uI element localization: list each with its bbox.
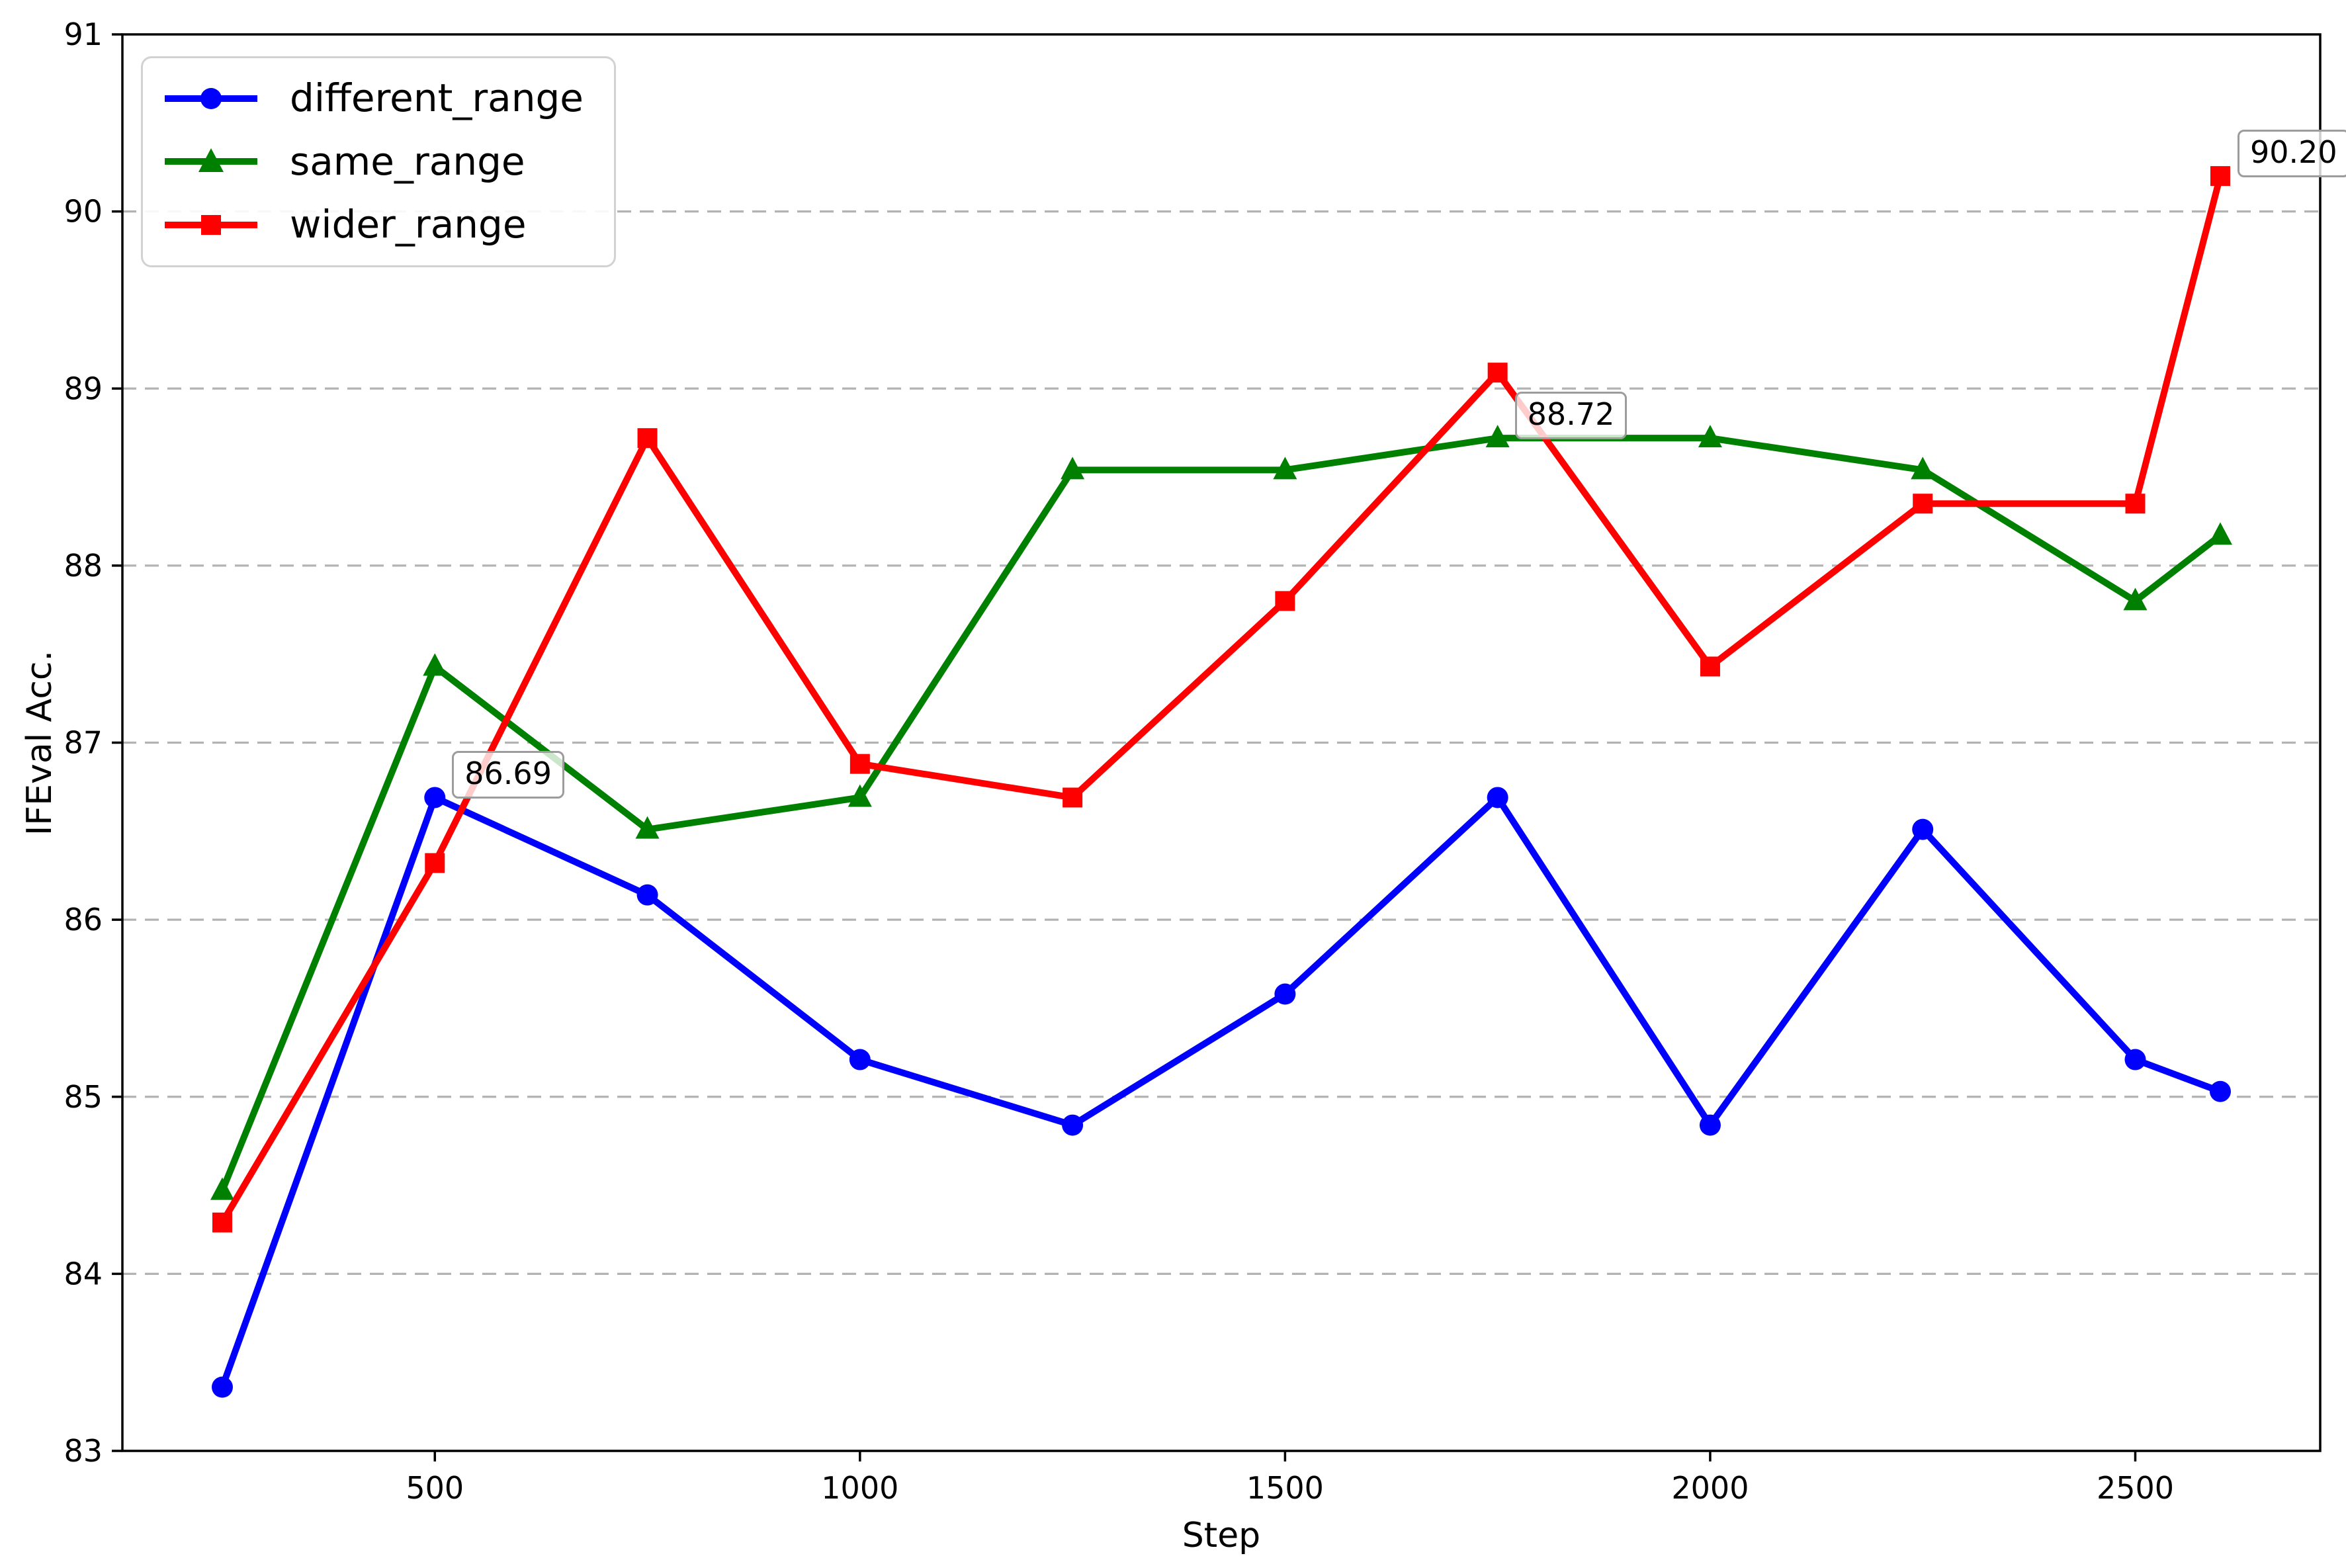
y-axis-label: IFEval Acc.: [20, 650, 60, 836]
data-point-circle: [2210, 1080, 2231, 1102]
data-point-circle: [424, 787, 446, 808]
y-tick-label: 86: [64, 902, 103, 937]
data-point-circle: [2124, 1049, 2146, 1070]
legend-label: wider_range: [290, 202, 527, 247]
data-point-square: [212, 1212, 232, 1233]
series-line-same_range: [219, 435, 2224, 1194]
y-tick-label: 90: [64, 194, 103, 230]
data-point-circle: [1912, 818, 1934, 840]
data-point-triangle: [1061, 457, 1085, 480]
y-tick-label: 85: [64, 1079, 103, 1115]
data-point-triangle: [2123, 588, 2148, 611]
data-point-triangle: [1485, 425, 1510, 448]
data-point-circle: [212, 1376, 233, 1398]
legend-marker-triangle-icon: [165, 148, 257, 173]
data-point-square: [1487, 363, 1508, 383]
x-tick-label: 1500: [1246, 1470, 1324, 1506]
series-line-different_range: [219, 794, 2224, 1391]
data-point-triangle: [847, 784, 872, 807]
x-tick-label: 2500: [2097, 1470, 2174, 1506]
data-point-circle: [636, 884, 658, 906]
annotation-box: 88.72: [1514, 392, 1628, 439]
legend-label: same_range: [290, 138, 525, 184]
x-tick-label: 1000: [821, 1470, 898, 1506]
data-point-circle: [1699, 1114, 1721, 1136]
legend-marker-circle-icon: [165, 87, 257, 109]
data-point-triangle: [210, 1177, 234, 1200]
data-point-triangle: [423, 653, 447, 676]
annotation-box: 86.69: [452, 751, 564, 799]
data-point-square: [1275, 591, 1295, 611]
data-point-circle: [1274, 983, 1296, 1005]
series-line-wider_range: [219, 173, 2224, 1226]
x-axis-label: Step: [1182, 1516, 1261, 1555]
data-point-square: [425, 853, 445, 873]
data-point-square: [2210, 166, 2230, 187]
y-tick-label: 89: [64, 370, 103, 406]
data-point-circle: [849, 1049, 871, 1070]
x-tick-label: 500: [406, 1470, 464, 1506]
data-point-square: [2125, 494, 2146, 514]
data-point-square: [1913, 494, 1933, 514]
data-point-triangle: [1273, 457, 1297, 480]
data-point-triangle: [1698, 425, 1722, 448]
legend-item-same-range: same_range: [161, 139, 584, 185]
x-tick-label: 2000: [1671, 1470, 1749, 1506]
y-tick-label: 83: [64, 1433, 103, 1469]
legend-item-wider-range: wider_range: [161, 202, 584, 248]
y-tick-label: 88: [64, 548, 103, 584]
data-point-square: [637, 428, 658, 449]
data-point-circle: [1487, 787, 1508, 808]
annotation-box: 90.20: [2237, 130, 2346, 177]
y-tick-label: 84: [64, 1256, 103, 1291]
data-point-triangle: [2208, 522, 2232, 545]
legend-marker-square-icon: [165, 214, 257, 235]
data-point-triangle: [635, 816, 660, 839]
data-point-square: [1063, 787, 1083, 808]
data-point-circle: [1062, 1114, 1084, 1136]
legend-item-different-range: different_range: [161, 75, 584, 122]
data-point-square: [849, 754, 870, 774]
legend: different_range same_range wider_range: [141, 56, 616, 267]
legend-label: different_range: [290, 75, 584, 120]
data-point-square: [1700, 656, 1720, 677]
y-tick-label: 91: [64, 17, 103, 52]
data-point-triangle: [1911, 457, 1935, 480]
y-tick-label: 87: [64, 725, 103, 761]
